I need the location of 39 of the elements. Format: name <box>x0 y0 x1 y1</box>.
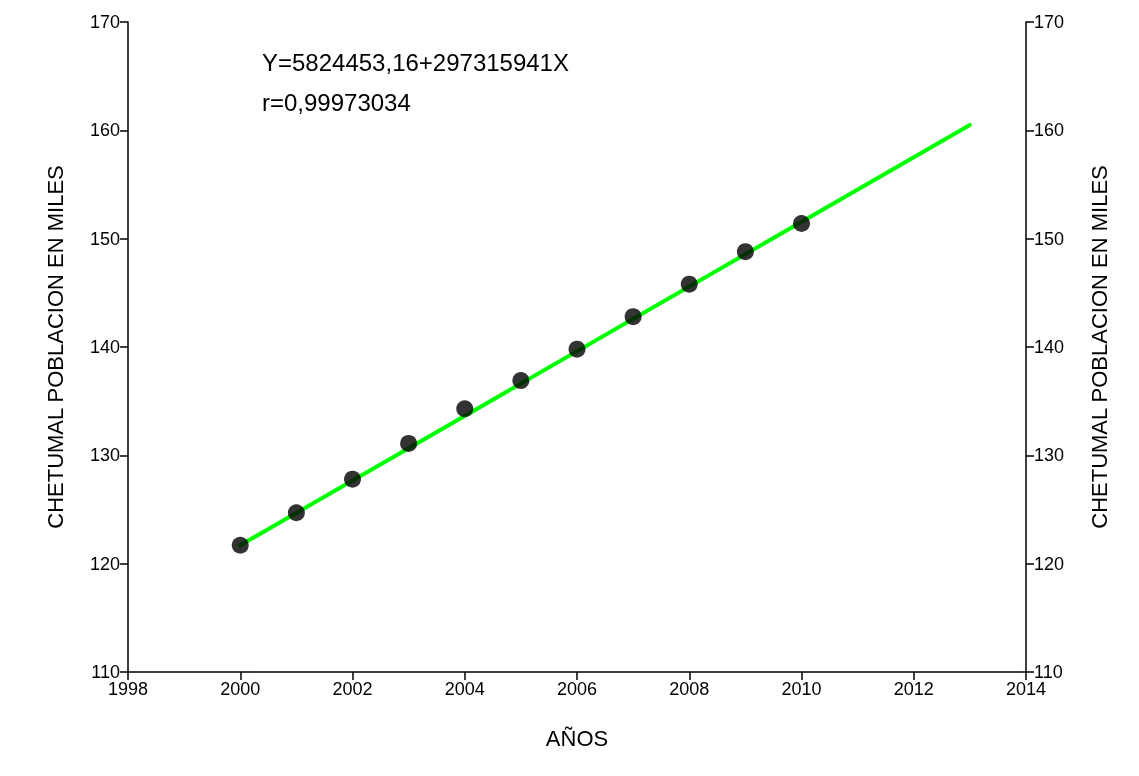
x-tick-label: 2000 <box>220 679 261 699</box>
y-tick-label: 150 <box>89 228 120 249</box>
x-tick-label: 2008 <box>669 679 710 699</box>
y2-tick-label: 130 <box>1034 445 1065 466</box>
y-tick-label: 120 <box>89 553 120 574</box>
x-tick-label: 2014 <box>1005 679 1047 699</box>
y-tick-label: 110 <box>91 662 120 682</box>
y-tick-label: 170 <box>89 12 120 32</box>
x-tick-label: 2002 <box>332 679 373 699</box>
point <box>624 308 642 326</box>
point <box>287 504 305 522</box>
y2-axis-title: CHETUMAL POBLACION EN MILES <box>1086 165 1112 529</box>
y-tick-label: 140 <box>89 337 120 357</box>
point <box>400 434 418 452</box>
x-tick-label: 2010 <box>781 679 822 699</box>
y2-tick-label: 140 <box>1034 337 1065 357</box>
point <box>793 215 810 232</box>
x-tick-label: 1998 <box>107 679 149 699</box>
annotation: r=0,99973034 <box>262 88 411 116</box>
annotation: Y=5824453,16+297315941X <box>262 48 569 76</box>
point <box>456 400 474 418</box>
y2-tick-label: 170 <box>1034 12 1065 32</box>
y2-tick-label: 110 <box>1034 662 1063 682</box>
y-tick-label: 130 <box>89 445 120 466</box>
y2-tick-label: 160 <box>1034 120 1065 141</box>
y2-tick-label: 120 <box>1034 553 1065 574</box>
point <box>680 275 698 293</box>
point <box>231 536 249 554</box>
x-tick-label: 2012 <box>893 679 934 699</box>
x-tick-label: 2004 <box>444 679 485 699</box>
point <box>512 372 530 390</box>
x-axis-title: AÑOS <box>545 725 609 751</box>
x-tick-label: 2006 <box>556 679 598 699</box>
point <box>344 470 361 488</box>
y2-tick-label: 150 <box>1034 228 1065 249</box>
y-axis-title: CHETUMAL POBLACION EN MILES <box>42 165 68 529</box>
point <box>568 340 586 358</box>
y-tick-label: 160 <box>89 120 120 141</box>
point <box>736 243 754 261</box>
